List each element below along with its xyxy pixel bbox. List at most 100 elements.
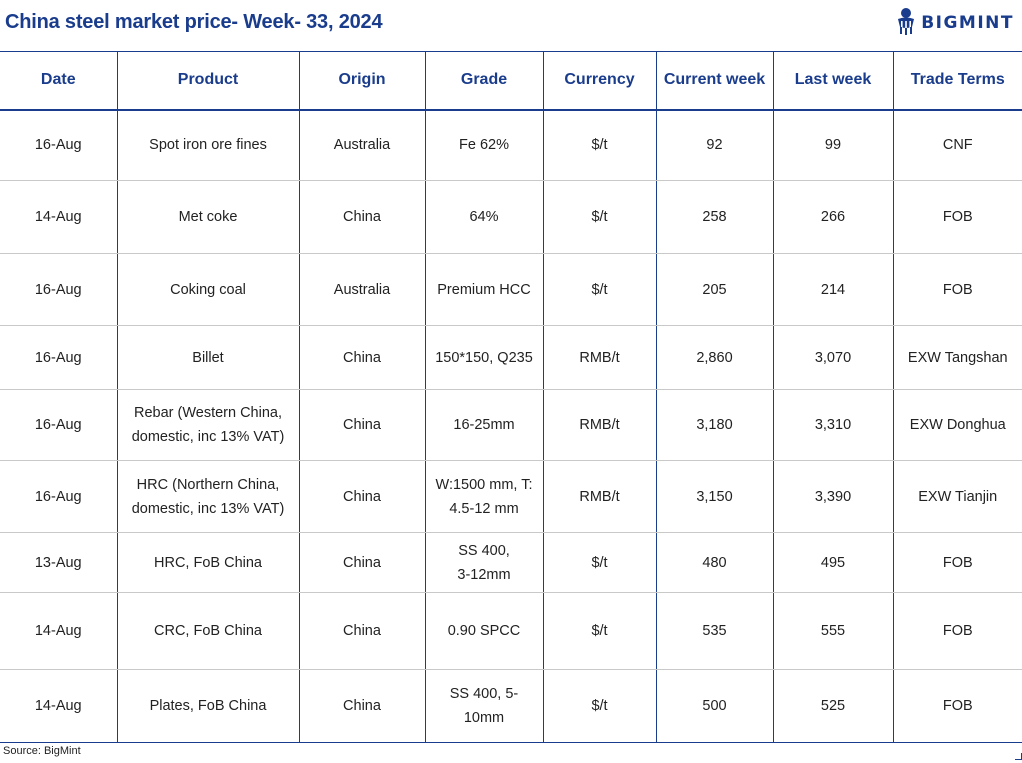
cell-product-line: HRC, FoB China — [154, 554, 262, 571]
cell-grade: 64% — [424, 180, 543, 254]
bigmint-logo-text: BIGMINT — [921, 13, 1014, 33]
cell-origin: China — [298, 532, 425, 593]
header-current-week: Current week — [655, 51, 773, 111]
cell-product: Plates, FoB China — [116, 669, 299, 743]
table-row: 14-Aug Met coke China 64% $/t 258 266 FO… — [0, 180, 1022, 254]
cell-last-week: 3,390 — [772, 460, 893, 533]
cell-date: 16-Aug — [0, 325, 117, 390]
header-product: Product — [116, 51, 299, 111]
cell-product: Spot iron ore fines — [116, 109, 299, 181]
cell-date: 16-Aug — [0, 109, 117, 181]
cell-grade: SS 400, 5- 10mm — [424, 669, 543, 743]
cell-grade-line: 0.90 SPCC — [447, 623, 521, 639]
steel-price-table: Date Product Origin Grade Currency Curre… — [0, 51, 1022, 743]
cell-current-week: 3,150 — [655, 460, 773, 533]
cell-current-week: 92 — [655, 109, 773, 181]
cell-product: HRC (Northern China, domestic, inc 13% VA… — [116, 460, 299, 533]
cell-grade-line: Premium HCC — [437, 281, 531, 298]
bigmint-logo: BIGMINT — [895, 7, 1014, 40]
page-title: China steel market price- Week- 33, 2024 — [5, 11, 383, 33]
cell-product: Coking coal — [116, 253, 299, 326]
cell-trade-terms: FOB — [892, 253, 1022, 326]
cell-grade: W:1500 mm, T: 4.5-12 mm — [424, 460, 543, 533]
cell-product: Rebar (Western China, domestic, inc 13% V… — [116, 389, 299, 461]
table-row: 16-Aug Coking coal Australia Premium HCC… — [0, 253, 1022, 326]
cell-product-line: domestic, inc 13% VAT) — [131, 500, 285, 517]
header-trade-terms: Trade Terms — [892, 51, 1022, 111]
cell-date: 14-Aug — [0, 180, 117, 254]
table-row: 16-Aug Spot iron ore fines Australia Fe … — [0, 109, 1022, 181]
cell-currency: $/t — [542, 592, 656, 670]
cell-origin: Australia — [298, 253, 425, 326]
cell-last-week: 525 — [772, 669, 893, 743]
corner-mark — [1015, 753, 1022, 760]
cell-currency: $/t — [542, 109, 656, 181]
cell-product: Billet — [116, 325, 299, 390]
cell-trade-terms: FOB — [892, 592, 1022, 670]
cell-grade: 0.90 SPCC — [424, 592, 543, 670]
cell-product: Met coke — [116, 180, 299, 254]
cell-product-line: Met coke — [178, 209, 238, 225]
cell-grade: SS 400, 3-12mm — [424, 532, 543, 593]
cell-trade-terms: FOB — [892, 532, 1022, 593]
cell-currency: RMB/t — [542, 460, 656, 533]
header-currency: Currency — [542, 51, 656, 111]
cell-last-week: 266 — [772, 180, 893, 254]
cell-trade-terms: EXW Donghua — [892, 389, 1022, 461]
cell-current-week: 535 — [655, 592, 773, 670]
cell-product-line: Billet — [192, 349, 224, 366]
cell-origin: China — [298, 325, 425, 390]
cell-grade-line: Fe 62% — [459, 137, 509, 154]
cell-date: 16-Aug — [0, 389, 117, 461]
cell-currency: RMB/t — [542, 389, 656, 461]
table-row: 16-Aug HRC (Northern China, domestic, inc… — [0, 460, 1022, 533]
cell-last-week: 555 — [772, 592, 893, 670]
cell-last-week: 3,310 — [772, 389, 893, 461]
cell-last-week: 99 — [772, 109, 893, 181]
cell-grade: Fe 62% — [424, 109, 543, 181]
cell-currency: $/t — [542, 253, 656, 326]
cell-grade-line: 3-12mm — [457, 566, 511, 583]
cell-trade-terms: EXW Tianjin — [892, 460, 1022, 533]
table-row: 16-Aug Rebar (Western China, domestic, in… — [0, 389, 1022, 461]
cell-current-week: 2,860 — [655, 325, 773, 390]
cell-origin: Australia — [298, 109, 425, 181]
cell-date: 16-Aug — [0, 460, 117, 533]
table-row: 14-Aug Plates, FoB China China SS 400, 5… — [0, 669, 1022, 743]
cell-grade-line: 16-25mm — [453, 417, 515, 433]
cell-grade-line: 10mm — [463, 710, 505, 726]
cell-grade-line: SS 400, 5- — [449, 686, 519, 702]
cell-trade-terms: CNF — [892, 109, 1022, 181]
cell-product-line: Coking coal — [170, 281, 246, 298]
cell-currency: RMB/t — [542, 325, 656, 390]
cell-origin: China — [298, 389, 425, 461]
cell-last-week: 214 — [772, 253, 893, 326]
cell-grade-line: 64% — [469, 209, 499, 225]
cell-currency: $/t — [542, 180, 656, 254]
cell-product: CRC, FoB China — [116, 592, 299, 670]
table-row: 13-Aug HRC, FoB China China SS 400, 3-12m… — [0, 532, 1022, 593]
cell-last-week: 495 — [772, 532, 893, 593]
cell-grade-line: SS 400, — [458, 542, 510, 559]
cell-product-line: CRC, FoB China — [154, 623, 262, 639]
cell-origin: China — [298, 180, 425, 254]
cell-product-line: Plates, FoB China — [149, 698, 267, 714]
cell-grade-line: 4.5-12 mm — [449, 500, 519, 517]
cell-current-week: 3,180 — [655, 389, 773, 461]
cell-grade: 150*150, Q235 — [424, 325, 543, 390]
cell-grade-line: W:1500 mm, T: — [435, 476, 533, 493]
header-origin: Origin — [298, 51, 425, 111]
cell-product-line: Rebar (Western China, — [133, 405, 283, 421]
table-row: 14-Aug CRC, FoB China China 0.90 SPCC $/… — [0, 592, 1022, 670]
cell-current-week: 258 — [655, 180, 773, 254]
cell-date: 13-Aug — [0, 532, 117, 593]
cell-date: 14-Aug — [0, 592, 117, 670]
header-last-week: Last week — [772, 51, 893, 111]
cell-current-week: 480 — [655, 532, 773, 593]
cell-grade: 16-25mm — [424, 389, 543, 461]
cell-trade-terms: EXW Tangshan — [892, 325, 1022, 390]
cell-origin: China — [298, 669, 425, 743]
bigmint-logo-icon — [895, 7, 917, 40]
cell-product: HRC, FoB China — [116, 532, 299, 593]
cell-currency: $/t — [542, 532, 656, 593]
